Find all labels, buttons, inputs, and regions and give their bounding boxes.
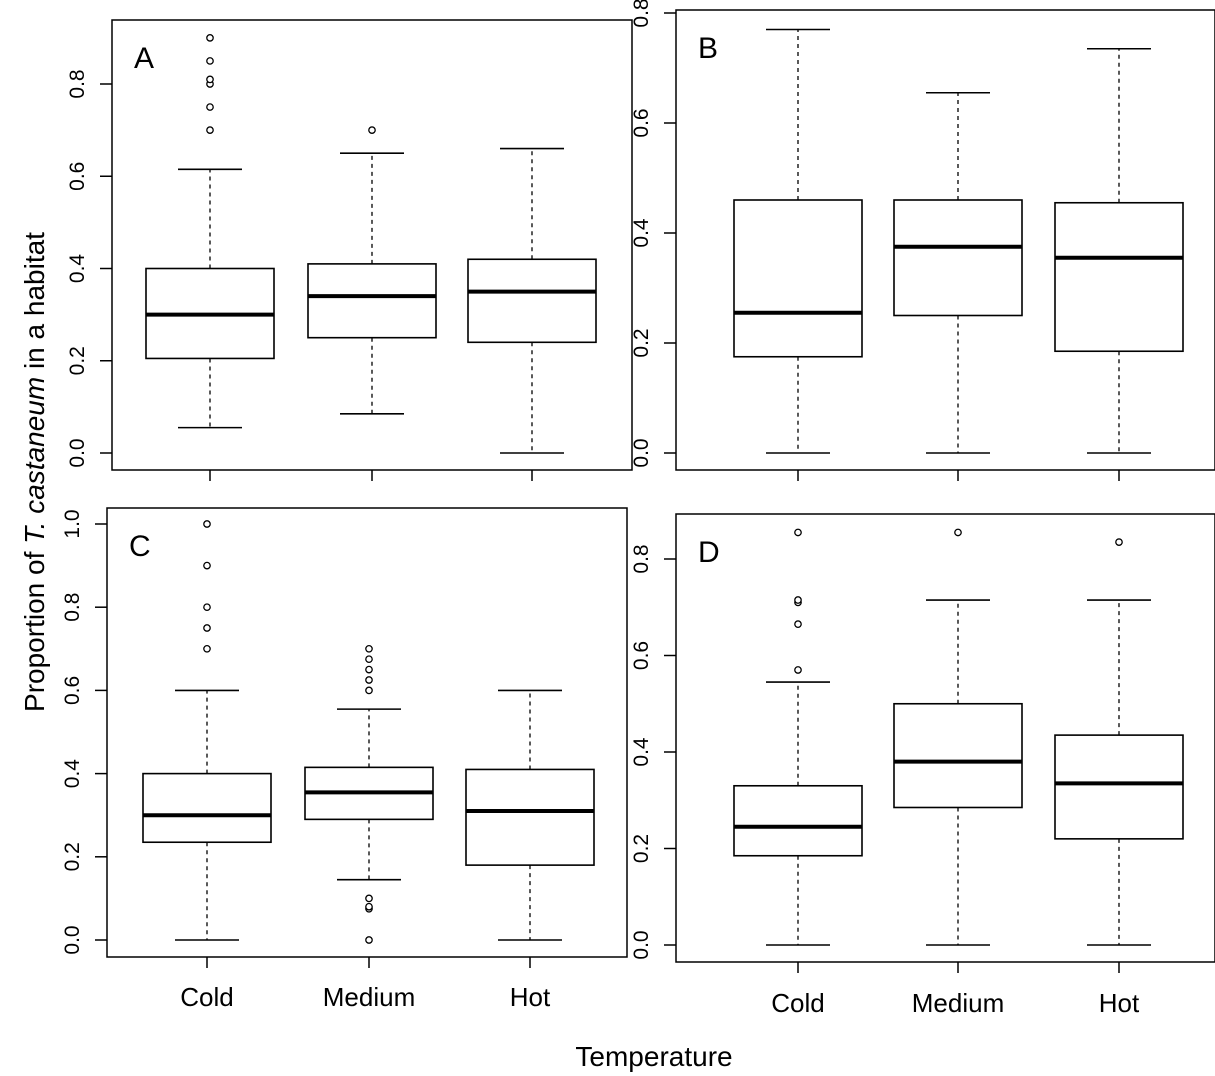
panel-c-medium-outlier-7 [365, 655, 373, 664]
panel-c-medium-outlier-0 [365, 936, 373, 944]
x-axis-title: Temperature [575, 1041, 732, 1072]
panel-b-box-medium [893, 91, 1023, 454]
panel-d-ytick-label-1: 0.2 [630, 834, 653, 863]
panel-a-ytick-label-1: 0.2 [66, 346, 89, 375]
panel-b-medium-iqr-box [893, 199, 1023, 317]
panel-d-ytick-label-3: 0.6 [630, 641, 653, 670]
panel-d-cold-iqr-box [733, 784, 863, 857]
panel-b-cold-iqr-box [733, 199, 863, 358]
y-axis-title-suffix: in a habitat [19, 232, 50, 377]
panel-d-box-hot [1054, 538, 1184, 946]
panel-b-ytick-label-3: 0.6 [630, 108, 653, 137]
panel-a-cold-outlier-3 [206, 75, 214, 84]
panel-c-ytick-label-3: 0.6 [61, 676, 84, 705]
panel-b-ytick-label-1: 0.2 [630, 328, 653, 357]
panel-a-cold-outlier-0 [206, 126, 214, 134]
panel-c-box-cold [142, 520, 272, 941]
panel-d-category-label-medium: Medium [912, 988, 1004, 1018]
panel-a-ytick-label-2: 0.4 [66, 254, 89, 284]
panel-d-hot-iqr-box [1054, 734, 1184, 840]
panel-c-box-hot [465, 689, 595, 941]
y-axis-title-prefix: Proportion of [19, 544, 50, 712]
panel-a-box-medium [307, 126, 437, 415]
panel-c-cold-iqr-box [142, 772, 272, 844]
panel-a-cold-outlier-4 [206, 57, 214, 65]
panel-d-letter: D [698, 536, 720, 569]
panel-d-cold-outlier-0 [794, 666, 802, 674]
panel-d-medium-iqr-box [893, 702, 1023, 809]
panel-a-hot-iqr-box [467, 258, 597, 344]
panel-a-medium-outlier-0 [368, 126, 376, 134]
panel-a-box-hot [467, 147, 597, 454]
panel-a-ytick-label-3: 0.6 [66, 162, 89, 191]
panel-c-medium-outlier-8 [365, 644, 373, 653]
panel-d-box-cold [733, 528, 863, 946]
panel-c-ytick-label-5: 1.0 [61, 509, 84, 538]
panel-d-category-label-cold: Cold [771, 988, 824, 1018]
panel-c-letter: C [129, 530, 151, 563]
panel-d-hot-outlier-0 [1115, 538, 1123, 546]
y-axis-title: Proportion of T. castaneum in a habitat [19, 232, 50, 712]
panel-d-medium-outlier-0 [954, 528, 962, 537]
panel-d-cold-outlier-1 [794, 620, 802, 628]
panel-d-cold-outlier-3 [794, 596, 802, 604]
panel-a-cold-outlier-5 [206, 34, 214, 42]
panel-b-letter: B [698, 32, 718, 65]
panel-c-hot-iqr-box [465, 768, 595, 866]
panel-c-medium-outlier-5 [365, 676, 373, 684]
panel-c-cold-outlier-3 [203, 561, 211, 570]
panel-c-box-medium [304, 644, 434, 944]
panel-d-ytick-label-2: 0.4 [630, 737, 653, 767]
panel-c-category-label-medium: Medium [323, 982, 415, 1012]
panel-c-ytick-label-2: 0.4 [61, 759, 84, 789]
panel-d: D 0.0 0.2 0.4 0.6 0.8 Cold Medium Hot [630, 513, 1215, 1018]
panel-c-frame [106, 507, 628, 958]
panel-b-box-hot [1054, 47, 1184, 454]
panel-c-ytick-label-1: 0.2 [61, 842, 84, 871]
panel-c-cold-outlier-0 [203, 644, 211, 653]
panel-c-cold-outlier-2 [203, 603, 211, 612]
panel-c-medium-outlier-2 [365, 902, 373, 911]
panel-d-box-medium [893, 528, 1023, 946]
panel-d-category-label-hot: Hot [1099, 988, 1140, 1018]
panel-b-ytick-label-2: 0.4 [630, 218, 653, 248]
panel-d-ytick-label-0: 0.0 [630, 930, 653, 959]
panel-c-cold-outlier-4 [203, 520, 211, 528]
panel-a-cold-outlier-1 [206, 103, 214, 111]
panel-b: B 0.0 0.2 0.4 0.6 0.8 [630, 0, 1215, 481]
panel-d-cold-outlier-4 [794, 528, 802, 537]
panel-a-letter: A [134, 42, 154, 75]
panel-c-ytick-label-0: 0.0 [61, 925, 84, 954]
panel-c: C 0.0 0.2 0.4 0.6 0.8 1.0 Cold Medium Hot [61, 507, 628, 1012]
panel-b-ytick-label-4: 0.8 [630, 0, 653, 28]
panel-c-category-label-hot: Hot [510, 982, 551, 1012]
panel-c-category-label-cold: Cold [180, 982, 233, 1012]
panel-b-box-cold [733, 28, 863, 454]
panel-a-ytick-label-0: 0.0 [66, 438, 89, 467]
panel-a: A 0.0 0.2 0.4 0.6 0.8 [66, 19, 633, 481]
panel-a-box-cold [145, 34, 275, 429]
panel-c-cold-outlier-1 [203, 624, 211, 632]
panel-b-frame [675, 9, 1215, 471]
panel-c-medium-outlier-3 [365, 894, 373, 903]
panel-b-hot-iqr-box [1054, 201, 1184, 353]
panel-a-medium-iqr-box [307, 263, 437, 339]
panel-d-frame [675, 513, 1215, 963]
panel-a-ytick-label-4: 0.8 [66, 69, 89, 98]
panel-c-ytick-label-4: 0.8 [61, 593, 84, 622]
y-axis-title-species: T. castaneum [19, 377, 50, 544]
panel-c-medium-outlier-6 [365, 665, 373, 674]
panel-b-ytick-label-0: 0.0 [630, 438, 653, 467]
panel-c-medium-outlier-4 [365, 686, 373, 695]
panel-d-ytick-label-4: 0.8 [630, 544, 653, 573]
